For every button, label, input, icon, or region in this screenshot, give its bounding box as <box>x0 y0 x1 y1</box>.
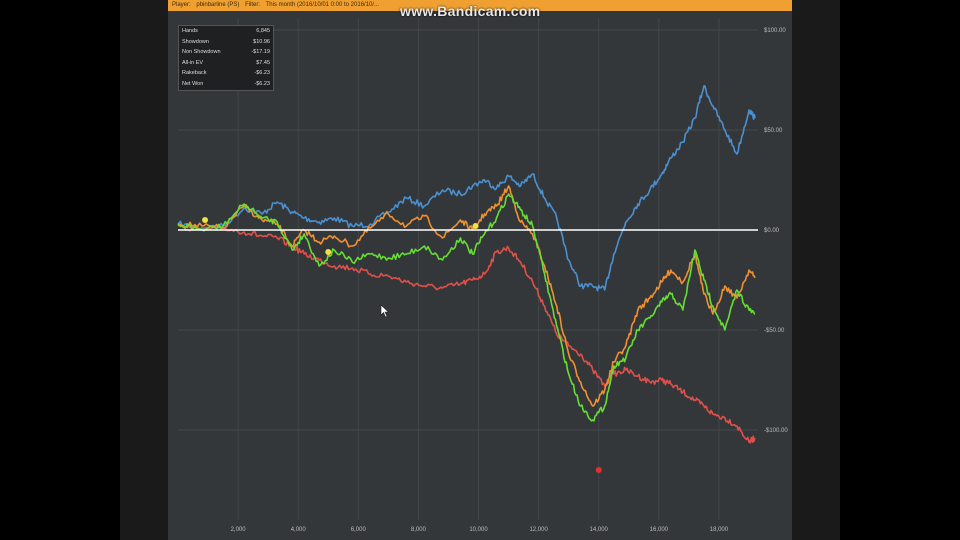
recorder-watermark: www.Bandicam.com <box>400 3 541 19</box>
y-tick-label: $100.00 <box>764 28 786 34</box>
event-marker <box>202 217 209 223</box>
stats-panel: Hands 6,845 Showdown $10.96 Non Showdown -$… <box>178 25 274 91</box>
stats-value: 6,845 <box>256 28 270 34</box>
player-name[interactable]: pbinbarline (PS) <box>196 2 240 8</box>
stats-row-showdown: Showdown $10.96 <box>179 37 273 48</box>
video-letterbox-left <box>0 0 120 540</box>
stats-label: Non Showdown <box>182 49 221 55</box>
stats-label: Hands <box>182 28 198 34</box>
x-tick-label: 16,000 <box>650 527 669 533</box>
player-label: Player: <box>172 2 191 8</box>
x-tick-label: 8,000 <box>411 527 427 533</box>
event-marker <box>472 223 479 229</box>
stats-value: $7.45 <box>256 59 270 66</box>
y-tick-label: -$100.00 <box>764 428 788 434</box>
stats-label: All-in EV <box>182 59 204 66</box>
stats-value: -$6.23 <box>254 80 270 87</box>
series-line-allin_ev <box>177 85 756 292</box>
stats-value: -$6.23 <box>254 70 270 76</box>
stats-label: Rakeback <box>182 70 207 76</box>
stats-value: $10.96 <box>253 38 270 45</box>
series-line-showdown <box>177 223 756 444</box>
x-tick-label: 12,000 <box>529 527 548 533</box>
stats-value: -$17.19 <box>251 49 270 55</box>
window-border-left <box>120 0 168 540</box>
x-tick-label: 4,000 <box>291 527 307 533</box>
filter-value[interactable]: This month (2016/10/01 0:00 to 2016/10/.… <box>265 2 380 8</box>
stats-row-net-won: Net Won -$6.23 <box>179 79 273 90</box>
y-tick-label: $0.00 <box>764 228 780 234</box>
stats-row-non-showdown: Non Showdown -$17.19 <box>179 47 273 58</box>
x-tick-label: 6,000 <box>351 527 367 533</box>
stats-row-hands: Hands 6,845 <box>179 26 273 37</box>
x-tick-label: 14,000 <box>590 527 609 533</box>
graph-area <box>168 11 792 540</box>
x-tick-label: 18,000 <box>710 527 729 533</box>
series-line-net_won <box>177 193 756 422</box>
stats-label: Showdown <box>182 38 209 45</box>
stats-label: Net Won <box>182 80 204 87</box>
x-tick-label: 2,000 <box>231 527 247 533</box>
stats-row-rakeback: Rakeback -$6.23 <box>179 68 273 79</box>
event-marker <box>595 467 602 473</box>
filter-bar[interactable]: Player: pbinbarline (PS) Filter: This mo… <box>168 0 792 11</box>
event-marker <box>325 249 332 255</box>
y-tick-label: -$50.00 <box>764 328 785 334</box>
stats-row-allin-ev: All-in EV $7.45 <box>179 58 273 69</box>
window-border-right <box>792 0 840 540</box>
y-tick-label: $50.00 <box>764 128 783 134</box>
filter-label: Filter: <box>245 2 261 8</box>
x-tick-label: 10,000 <box>469 527 488 533</box>
video-letterbox-right <box>840 0 960 540</box>
